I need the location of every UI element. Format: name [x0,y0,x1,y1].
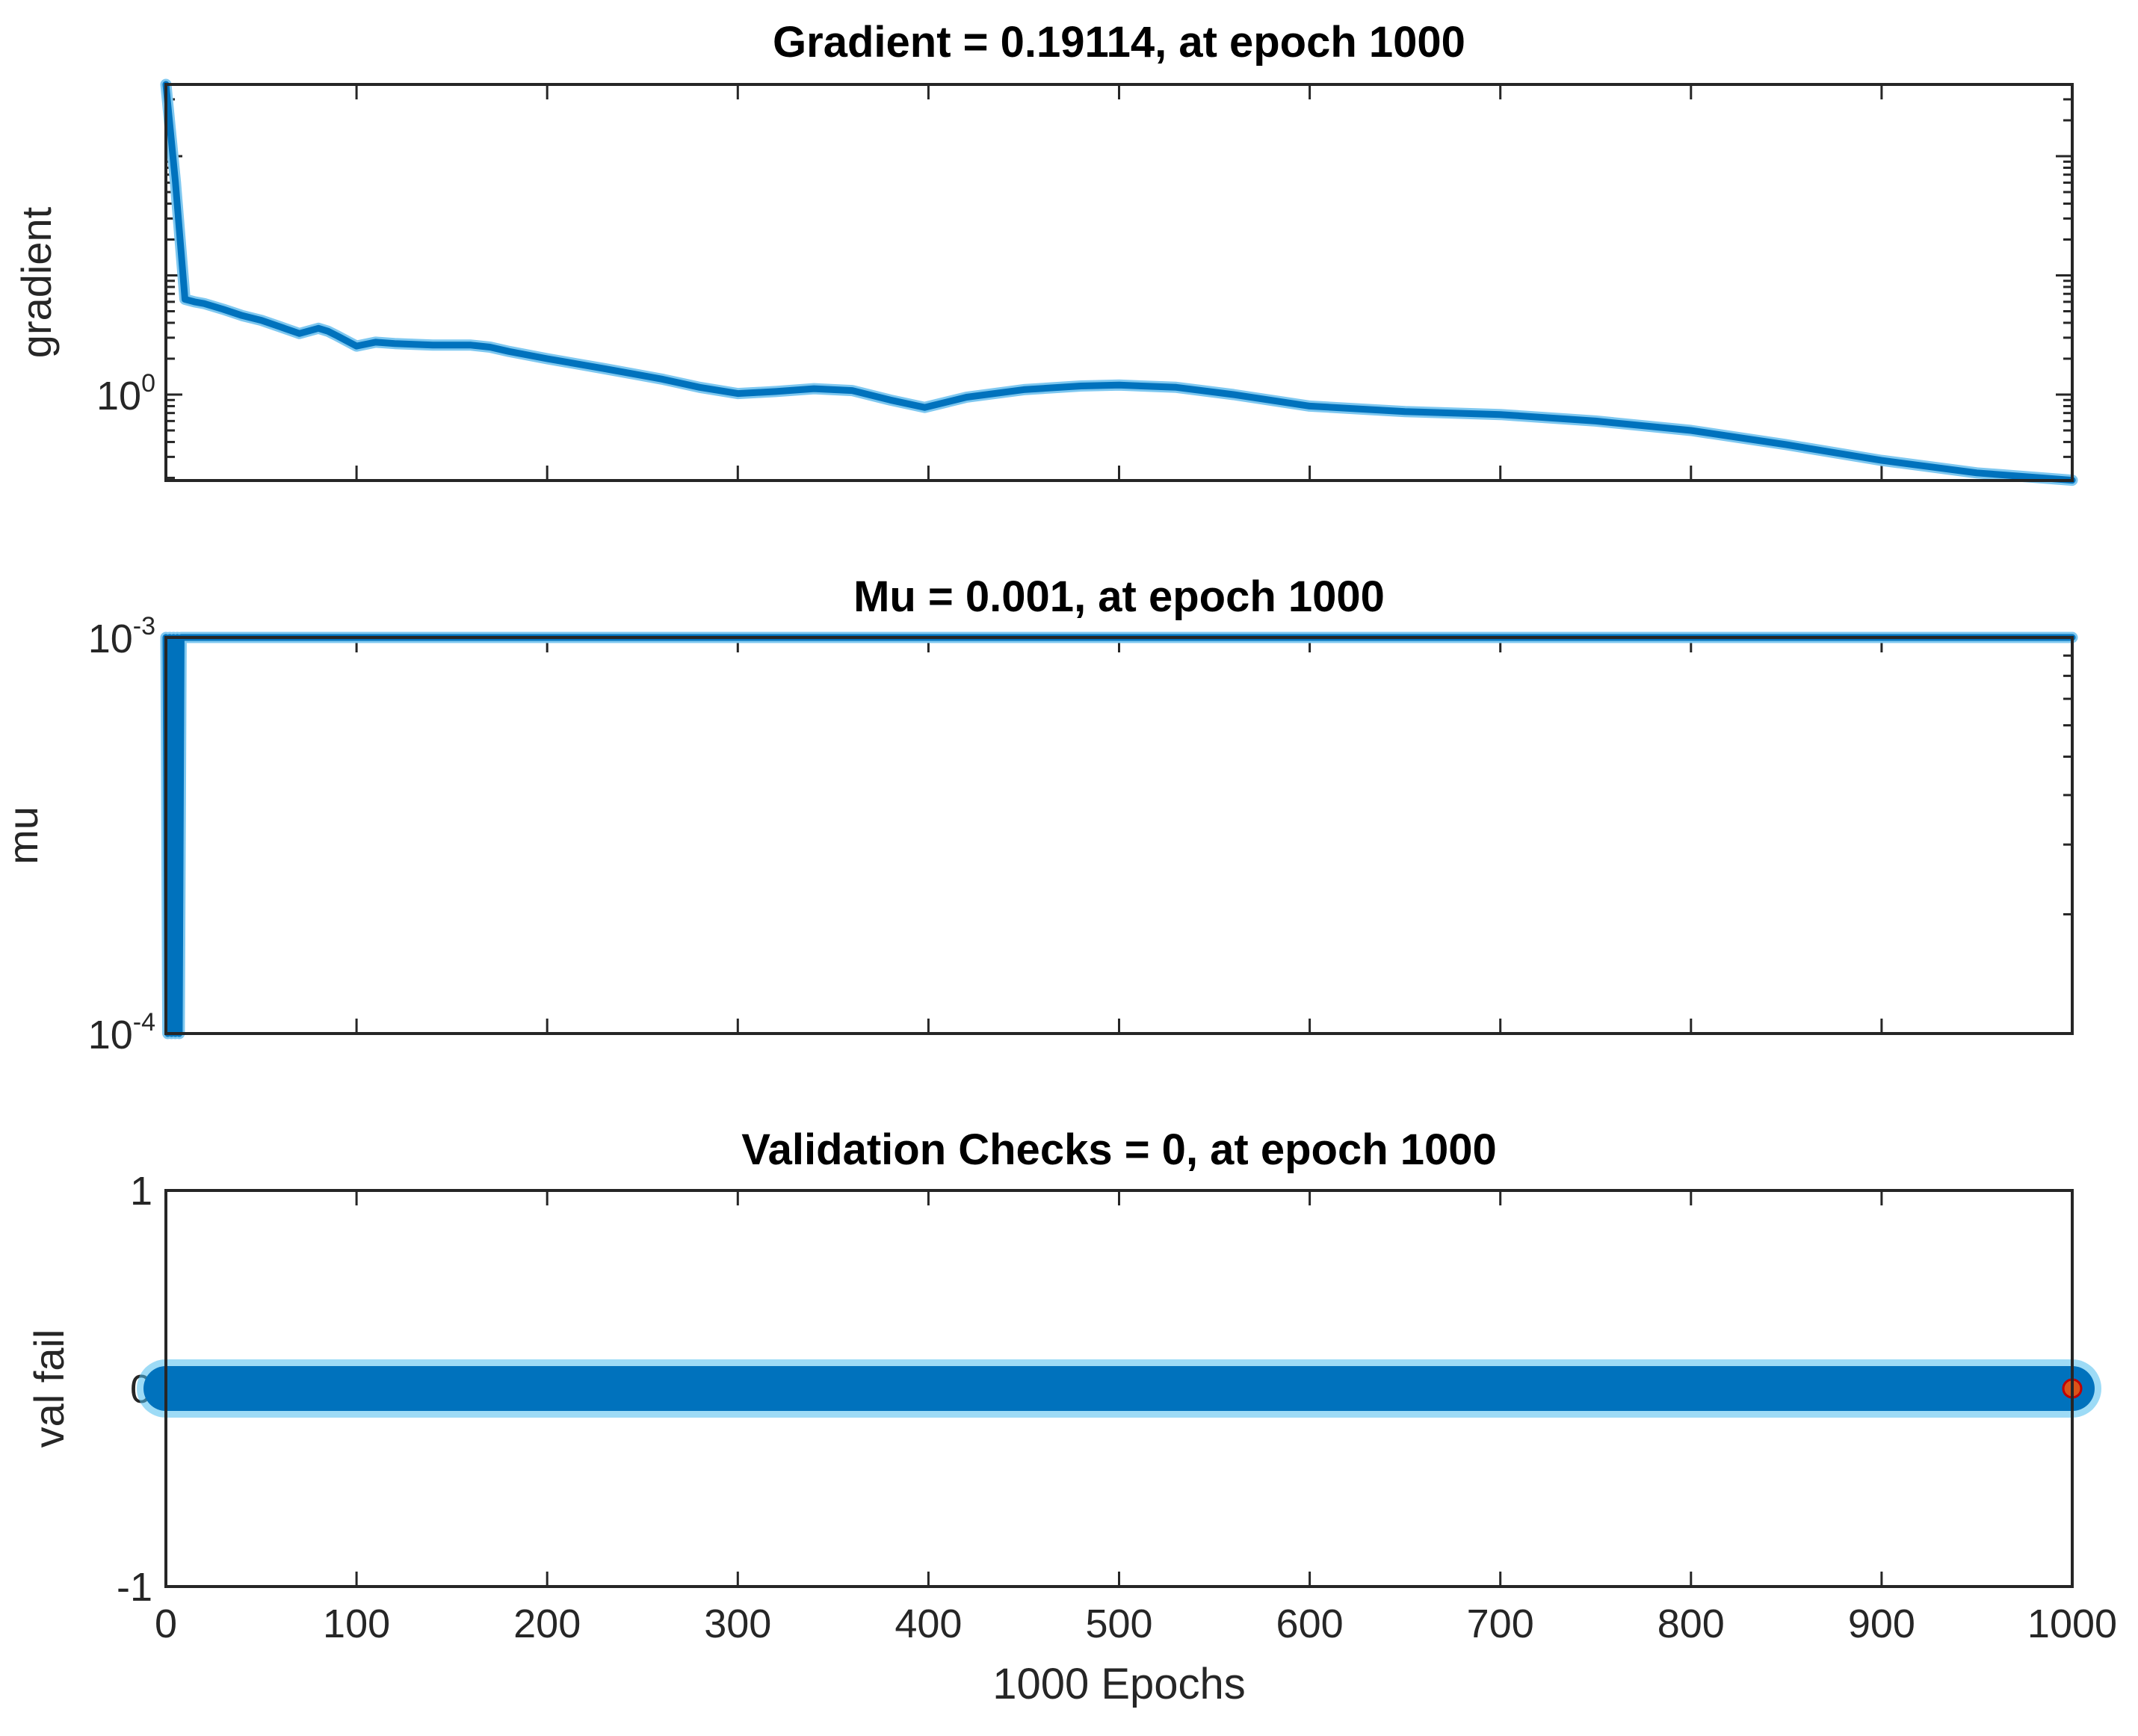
y-tick-label-exponent: 0 [141,369,155,398]
y-tick-label: 1 [130,1169,152,1214]
y-tick-label: -1 [117,1565,152,1610]
x-tick-label: 600 [1276,1601,1344,1646]
x-tick-label: 300 [704,1601,771,1646]
x-axis-label: 1000 Epochs [992,1660,1246,1708]
chart-title: Mu = 0.001, at epoch 1000 [853,572,1385,621]
y-tick-label-base: 10 [88,1013,133,1057]
chart-title: Gradient = 0.19114, at epoch 1000 [773,18,1465,67]
x-tick-label: 800 [1657,1601,1725,1646]
y-axis-label: mu [0,806,46,865]
y-axis-label: gradient [13,206,60,358]
x-tick-label: 500 [1085,1601,1152,1646]
y-tick-label: 10-4 [88,1008,155,1057]
y-tick-label: 100 [96,369,155,418]
y-axis-label: val fail [25,1329,72,1448]
x-tick-label: 0 [155,1601,177,1646]
gradient-line [162,81,2076,484]
x-tick-label: 400 [895,1601,962,1646]
y-tick-label-exponent: -4 [133,1008,155,1037]
chart-title: Validation Checks = 0, at epoch 1000 [741,1125,1497,1174]
y-tick-label-base: 10 [88,617,133,661]
subplot-panels: Gradient = 0.19114, at epoch 1000 gradien… [0,18,2117,1708]
x-tick-label: 200 [513,1601,581,1646]
y-tick-label: 10-3 [88,612,155,661]
x-tick-label: 900 [1848,1601,1915,1646]
axes-frame [164,636,2074,1035]
axes-frame [164,1189,2074,1588]
subplot-3: Validation Checks = 0, at epoch 1000 val … [25,1125,2117,1708]
x-tick-label: 100 [323,1601,390,1646]
y-tick-label-base: 10 [96,374,141,418]
subplot-1: Gradient = 0.19114, at epoch 1000 gradien… [13,18,2078,486]
axes-frame [164,83,2074,482]
x-tick-label: 1000 [2027,1601,2117,1646]
y-tick-label-exponent: -3 [133,612,155,640]
x-tick-label: 700 [1467,1601,1534,1646]
